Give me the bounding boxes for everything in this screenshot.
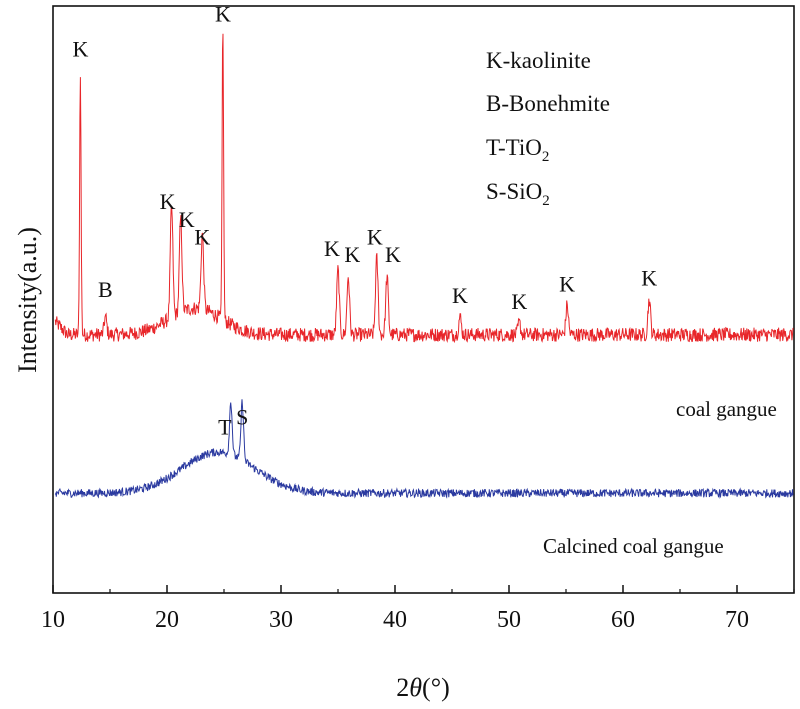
x-tick-label: 20 — [155, 607, 179, 633]
x-tick-label: 50 — [497, 607, 521, 633]
plot-frame — [52, 5, 795, 594]
x-tick-label: 10 — [41, 607, 65, 633]
peak-label: K — [160, 189, 176, 214]
peak-label: K — [179, 207, 195, 232]
peak-label: K — [367, 224, 383, 249]
x-tick-label: 40 — [383, 607, 407, 633]
peak-label: K — [385, 242, 401, 267]
peak-label: K — [194, 224, 210, 249]
peak-label: K — [559, 271, 575, 296]
series-layer — [54, 33, 794, 499]
peak-label: K — [641, 266, 657, 291]
peak-label: K — [324, 236, 340, 261]
x-tick-label: 70 — [725, 607, 749, 633]
peak-label: K — [215, 1, 231, 26]
x-tick-label: 60 — [611, 607, 635, 633]
legend-entry-tio2: T-TiO2 — [486, 135, 549, 165]
legend-entry-sio2: S-SiO2 — [486, 179, 550, 209]
peak-label: T — [218, 414, 232, 439]
legend: K-kaolinite B-Bonehmite T-TiO2 S-SiO2 — [486, 48, 610, 209]
series-label-calcined-coal-gangue: Calcined coal gangue — [543, 534, 724, 558]
peak-label: K — [511, 289, 527, 314]
series-line-coal-gangue — [54, 33, 794, 344]
legend-entry-bonehmite: B-Bonehmite — [486, 91, 610, 116]
x-axis: 10 20 30 40 50 60 70 — [41, 585, 795, 633]
x-axis-title: 2θ(°) — [396, 673, 450, 702]
x-tick-label: 30 — [269, 607, 293, 633]
series-label-coal-gangue: coal gangue — [676, 397, 777, 421]
peak-label: K — [72, 37, 88, 62]
peak-label: S — [236, 405, 248, 430]
y-axis-title: Intensity(a.u.) — [13, 227, 42, 373]
peak-label: K — [452, 283, 468, 308]
series-line-calcined-coal-gangue — [54, 399, 794, 499]
legend-entry-kaolinite: K-kaolinite — [486, 48, 591, 73]
peak-label: K — [344, 242, 360, 267]
peak-label: B — [98, 277, 113, 302]
